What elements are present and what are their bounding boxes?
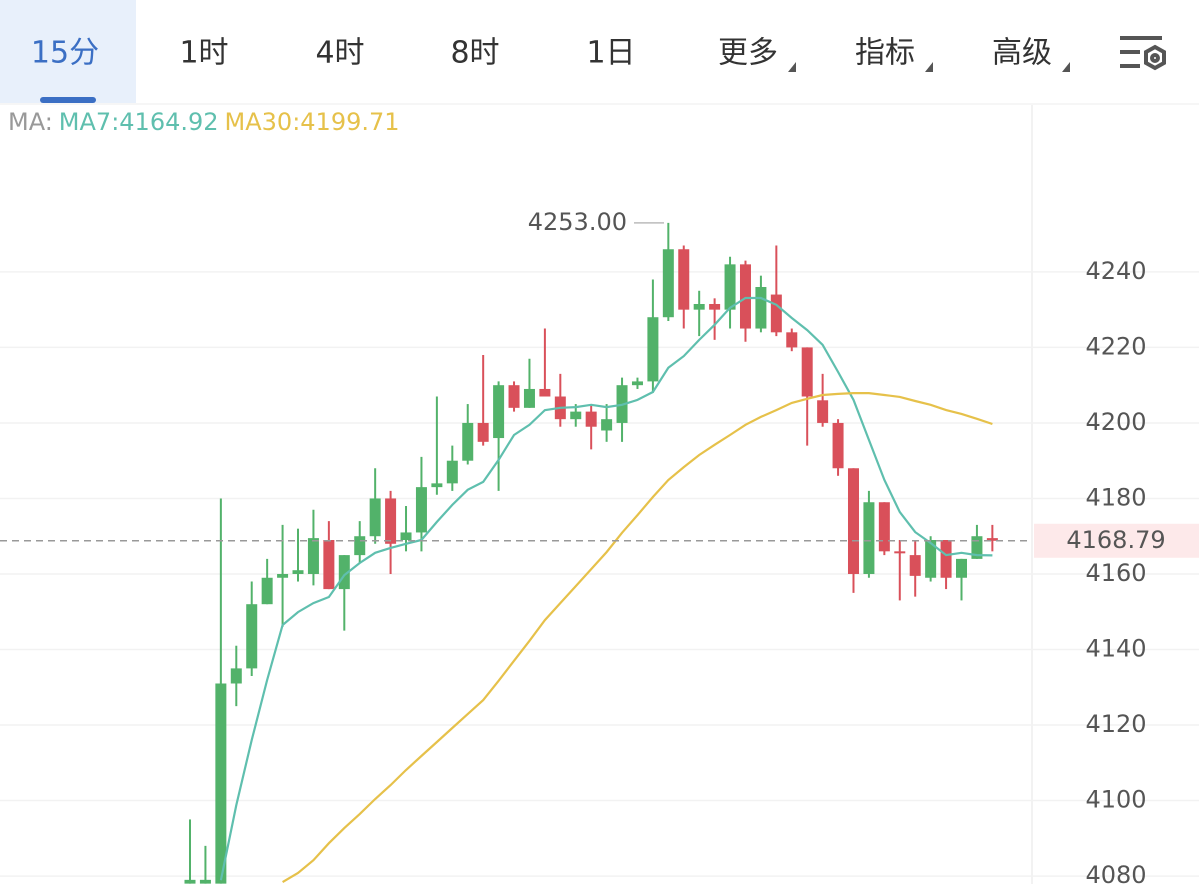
candle-body	[817, 400, 829, 423]
candle-body	[755, 287, 767, 329]
candle-body	[739, 264, 751, 329]
tab[interactable]: 高级	[992, 36, 1052, 71]
tab[interactable]: 8时	[450, 36, 499, 71]
ma-item: MA7:4164.92	[59, 108, 219, 136]
tab[interactable]: 1时	[179, 36, 228, 71]
tab[interactable]: 15分	[31, 36, 99, 71]
candle-body	[647, 317, 659, 382]
candle-body	[631, 381, 643, 386]
max-annotation-label: 4253.00	[528, 208, 627, 236]
tab[interactable]: 1日	[586, 36, 635, 71]
candle-body	[369, 498, 381, 537]
candle-body	[477, 422, 489, 442]
y-tick-label: 4100	[1085, 786, 1146, 814]
candle-body	[986, 538, 998, 541]
ma-prefix: MA:	[8, 108, 53, 136]
candle-body	[215, 683, 227, 884]
tab[interactable]: 更多	[718, 36, 778, 71]
candle-body	[292, 570, 304, 574]
candle-body	[570, 411, 582, 420]
active-tab-background	[0, 0, 136, 103]
candle-body	[678, 249, 690, 310]
y-tick-label: 4220	[1085, 332, 1146, 360]
candle-body	[709, 303, 721, 310]
tab[interactable]: 指标	[855, 36, 915, 71]
candle-body	[662, 249, 674, 318]
candle-body	[431, 483, 443, 488]
candle-body	[925, 540, 937, 578]
candle-body	[956, 558, 967, 578]
dropdown-caret	[1062, 62, 1070, 72]
y-tick-label: 4160	[1085, 559, 1146, 587]
candle-body	[493, 385, 505, 439]
candle-body	[601, 419, 613, 431]
y-tick-label: 4080	[1085, 861, 1146, 884]
y-tick-label: 4240	[1085, 257, 1146, 285]
candle-body	[338, 555, 350, 590]
candle-body	[199, 879, 211, 884]
settings-icon[interactable]	[1120, 36, 1166, 71]
last-price-label: 4168.79	[1066, 526, 1165, 554]
candle-body	[847, 468, 859, 574]
active-tab-indicator	[40, 97, 96, 103]
candle-body	[878, 502, 890, 552]
y-tick-label: 4200	[1085, 408, 1146, 436]
candle-body	[909, 555, 921, 576]
candle-body	[446, 460, 458, 484]
last-price-tag	[1034, 523, 1199, 558]
candle-body	[400, 532, 412, 541]
candle-body	[323, 540, 335, 590]
candle-body	[307, 538, 319, 574]
ma-item: MA30:4199.71	[225, 108, 400, 136]
candle-body	[539, 388, 551, 397]
candle-body	[246, 604, 258, 669]
candle-body	[801, 347, 813, 397]
dropdown-caret	[925, 62, 933, 72]
candle-body	[277, 573, 289, 578]
candle-body	[508, 385, 520, 408]
ma-line	[219, 296, 993, 881]
candle-body	[863, 502, 875, 574]
candle-body	[462, 422, 474, 461]
candle-body	[786, 332, 798, 348]
candle-body	[832, 422, 844, 469]
candle-body	[354, 536, 366, 556]
candle-body	[415, 487, 427, 533]
plot	[184, 222, 998, 884]
candle-body	[184, 879, 196, 884]
candle-body	[523, 388, 535, 408]
candle-body	[894, 551, 906, 554]
candle-body	[585, 411, 597, 427]
candle-body	[385, 498, 397, 544]
candle-body	[940, 540, 952, 578]
candle-body	[724, 264, 736, 310]
y-tick-label: 4120	[1085, 710, 1146, 738]
y-tick-label: 4140	[1085, 635, 1146, 663]
candle-body	[693, 303, 705, 310]
candle-body	[261, 577, 273, 605]
dropdown-caret	[788, 62, 796, 72]
y-tick-label: 4180	[1085, 483, 1146, 511]
candle-body	[770, 294, 782, 333]
ma-line	[282, 392, 993, 884]
candle-body	[230, 668, 242, 684]
tab[interactable]: 4时	[315, 36, 364, 71]
ma-legend: MA: MA7:4164.92 MA30:4199.71	[8, 108, 400, 136]
candle-body	[971, 536, 983, 559]
